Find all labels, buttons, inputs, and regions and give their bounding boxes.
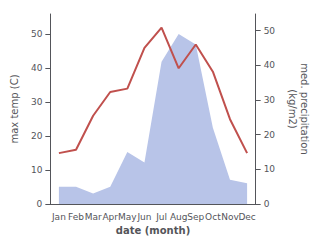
svg-text:Jul: Jul (155, 212, 167, 222)
svg-text:Apr: Apr (102, 212, 118, 222)
svg-text:May: May (118, 212, 137, 222)
svg-text:20: 20 (264, 130, 276, 140)
svg-text:40: 40 (31, 63, 43, 73)
svg-text:Dec: Dec (238, 212, 255, 222)
svg-text:Mar: Mar (85, 212, 102, 222)
svg-text:max temp (C): max temp (C) (9, 74, 20, 143)
svg-text:Oct: Oct (205, 212, 221, 222)
svg-text:date (month): date (month) (116, 225, 190, 236)
svg-text:0: 0 (37, 199, 43, 209)
svg-text:Jun: Jun (136, 212, 151, 222)
svg-text:0: 0 (264, 199, 270, 209)
svg-text:50: 50 (31, 29, 43, 39)
svg-text:Sep: Sep (187, 212, 204, 222)
svg-text:10: 10 (264, 164, 276, 174)
svg-text:Jan: Jan (51, 212, 66, 222)
svg-text:20: 20 (31, 131, 43, 141)
svg-text:med. precipitation: med. precipitation (299, 63, 310, 155)
svg-text:50: 50 (264, 26, 276, 36)
svg-text:Nov: Nov (221, 212, 239, 222)
svg-text:40: 40 (264, 60, 276, 70)
svg-text:(kg/m2): (kg/m2) (287, 89, 298, 129)
svg-text:10: 10 (31, 165, 43, 175)
svg-text:30: 30 (31, 97, 43, 107)
svg-text:Aug: Aug (170, 212, 188, 222)
svg-text:30: 30 (264, 95, 276, 105)
svg-text:Feb: Feb (68, 212, 84, 222)
